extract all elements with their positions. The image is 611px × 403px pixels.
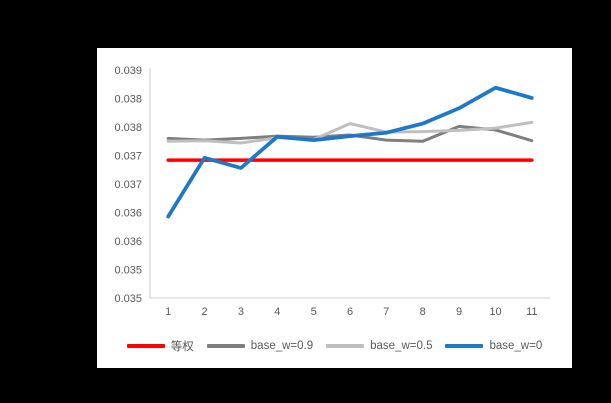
legend-label: base_w=0 <box>489 340 543 352</box>
legend-label: base_w=0.9 <box>250 340 314 352</box>
y-tick-label: 0.036 <box>114 236 142 248</box>
legend-swatch <box>445 344 484 348</box>
y-tick-label: 0.036 <box>114 208 142 220</box>
x-tick-label: 8 <box>420 306 426 318</box>
x-tick-label: 10 <box>489 306 501 318</box>
legend-item: base_w=0.9 <box>206 340 314 352</box>
x-tick-label: 6 <box>347 306 353 318</box>
axes <box>149 68 550 299</box>
chart-panel: 0.039 0.038 0.038 0.037 0.037 0.036 0.036 0.035… <box>97 48 572 368</box>
y-tick-label: 0.037 <box>114 151 142 163</box>
legend-item: base_w=0.5 <box>326 340 432 352</box>
y-tick-label: 0.035 <box>114 265 142 277</box>
y-tick-label: 0.039 <box>114 65 142 77</box>
legend-swatch <box>126 344 165 348</box>
legend-swatch <box>206 344 245 348</box>
legend-item: base_w=0 <box>445 340 542 352</box>
x-tick-label: 1 <box>165 306 171 318</box>
x-tick-label: 9 <box>456 306 462 318</box>
x-tick-label: 11 <box>526 306 537 318</box>
y-tick-labels: 0.039 0.038 0.038 0.037 0.037 0.036 0.036 0.035… <box>114 65 142 305</box>
legend-label: 等权 <box>170 341 194 353</box>
line-chart: 0.039 0.038 0.038 0.037 0.037 0.036 0.036 0.035… <box>114 65 550 318</box>
chart-legend: 等权 base_w=0.9 base_w=0.5 base_w=0 <box>97 333 572 359</box>
series-line-base_w=0.5 <box>166 120 534 145</box>
y-tick-label: 0.035 <box>114 293 142 305</box>
x-tick-label: 2 <box>201 306 207 318</box>
legend-swatch <box>326 344 365 348</box>
x-tick-label: 3 <box>238 306 244 318</box>
series-line-base_w=0 <box>166 85 534 219</box>
y-tick-label: 0.038 <box>114 122 142 134</box>
x-tick-label: 7 <box>383 306 389 318</box>
legend-item: 等权 <box>126 338 194 354</box>
y-tick-label: 0.037 <box>114 179 142 191</box>
x-tick-label: 4 <box>274 306 280 318</box>
x-tick-label: 5 <box>311 306 317 318</box>
y-tick-label: 0.038 <box>114 94 142 106</box>
legend-label: base_w=0.5 <box>370 340 433 352</box>
x-tick-labels: 1 2 3 4 5 6 7 8 9 10 11 <box>165 306 537 318</box>
